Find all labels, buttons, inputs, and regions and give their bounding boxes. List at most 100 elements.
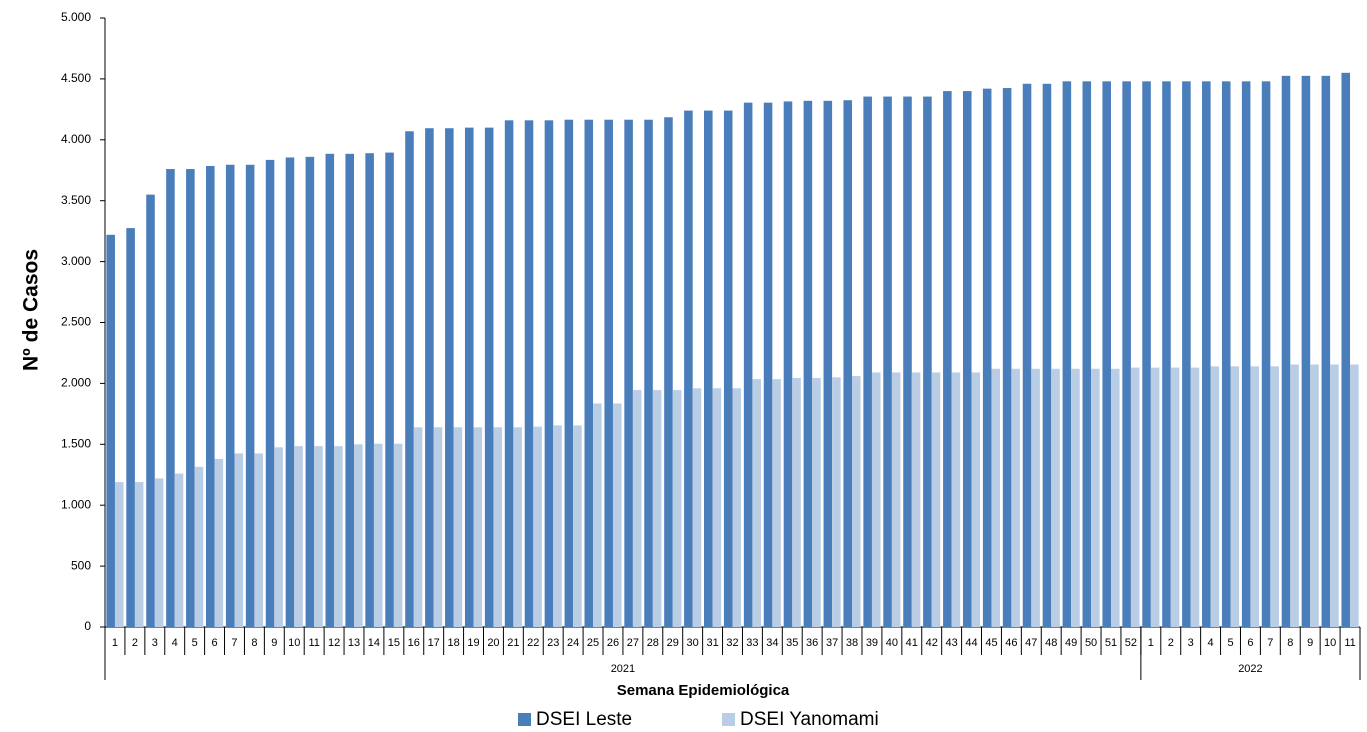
bar [254, 453, 263, 627]
bar [664, 117, 673, 627]
y-tick-label: 0 [84, 619, 91, 633]
x-tick-label: 35 [786, 637, 798, 649]
bar [1082, 81, 1092, 627]
x-tick-label: 27 [627, 637, 639, 649]
bar [134, 482, 144, 627]
bar [265, 159, 275, 627]
bar [553, 425, 562, 627]
bar [1290, 364, 1299, 627]
bar [464, 127, 474, 628]
bar [723, 110, 733, 628]
x-tick-label: 18 [447, 637, 459, 649]
bar [1270, 366, 1279, 627]
bar [1142, 81, 1151, 627]
bar [971, 372, 981, 627]
bar [1011, 368, 1020, 627]
bar [1221, 81, 1231, 627]
bar [752, 379, 761, 627]
group-label: 2022 [1238, 663, 1262, 675]
bar [445, 128, 454, 627]
bar [513, 427, 522, 627]
bar [1130, 367, 1140, 627]
legend-label: DSEI Yanomami [740, 709, 879, 730]
bar [1042, 83, 1052, 628]
x-tick-label: 29 [667, 637, 679, 649]
bar [524, 120, 534, 627]
x-tick-label: 19 [467, 637, 479, 649]
x-tick-label: 7 [1267, 637, 1273, 649]
x-tick-label: 52 [1125, 637, 1137, 649]
bar [644, 119, 653, 627]
bar [1230, 366, 1240, 627]
bar [405, 131, 414, 628]
x-tick-label: 48 [1045, 637, 1057, 649]
bar [1162, 81, 1171, 627]
bar [1102, 81, 1111, 627]
bar [1261, 81, 1271, 627]
bar [285, 157, 295, 627]
bar [484, 127, 494, 628]
x-tick-label: 40 [886, 637, 898, 649]
y-tick-label: 3.000 [61, 254, 91, 268]
legend-label: DSEI Leste [536, 709, 632, 730]
x-tick-label: 14 [368, 637, 380, 649]
y-tick-label: 1.500 [61, 436, 91, 450]
bar [1330, 364, 1339, 627]
bar [1002, 88, 1012, 627]
x-tick-label: 36 [806, 637, 818, 649]
bar [1122, 81, 1131, 627]
x-tick-label: 6 [1247, 637, 1253, 649]
x-tick-label: 41 [906, 637, 918, 649]
bar [1202, 81, 1211, 627]
bar [692, 388, 702, 627]
bar [852, 376, 861, 627]
bar [1190, 367, 1200, 627]
x-tick-label: 43 [946, 637, 958, 649]
y-tick-label: 3.500 [61, 193, 91, 207]
x-tick-label: 8 [251, 637, 257, 649]
bar [1250, 366, 1260, 627]
bar [453, 427, 463, 627]
bar [573, 425, 582, 627]
bar [1321, 75, 1331, 628]
y-tick-label: 500 [71, 558, 91, 572]
bar [194, 466, 204, 627]
bar [883, 96, 892, 628]
bar [911, 372, 921, 627]
bar [274, 447, 283, 627]
bar [1341, 72, 1351, 627]
x-tick-label: 10 [288, 637, 300, 649]
bar [624, 119, 633, 627]
bar [792, 377, 801, 627]
x-tick-label: 16 [408, 637, 420, 649]
x-tick-label: 47 [1025, 637, 1037, 649]
bar [743, 102, 753, 627]
x-tick-label: 24 [567, 637, 579, 649]
bar [783, 101, 793, 628]
bar [712, 388, 722, 627]
x-tick-label: 49 [1065, 637, 1077, 649]
y-tick-label: 1.000 [61, 497, 91, 511]
x-tick-label: 45 [985, 637, 997, 649]
bar [345, 153, 355, 627]
x-tick-label: 17 [428, 637, 440, 649]
x-tick-label: 23 [547, 637, 559, 649]
x-tick-label: 12 [328, 637, 340, 649]
legend-swatch [722, 713, 735, 726]
bar [891, 372, 901, 627]
y-tick-label: 2.000 [61, 376, 91, 390]
y-tick-label: 2.500 [61, 315, 91, 329]
bar [1062, 81, 1072, 627]
bar [166, 169, 175, 628]
legend-swatch [518, 713, 531, 726]
bar [991, 368, 1001, 627]
bar [1301, 75, 1311, 628]
bar [174, 473, 184, 627]
y-tick-label: 4.500 [61, 71, 91, 85]
bar [146, 194, 155, 628]
x-tick-label: 10 [1324, 637, 1336, 649]
bar [314, 446, 323, 627]
x-tick-label: 31 [706, 637, 718, 649]
bar [584, 119, 594, 627]
